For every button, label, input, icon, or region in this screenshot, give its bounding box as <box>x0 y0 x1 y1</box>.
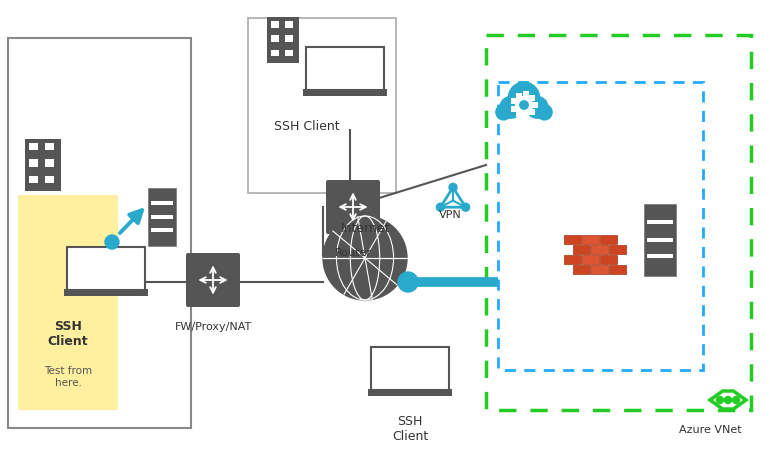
Bar <box>151 201 173 205</box>
Circle shape <box>527 96 548 118</box>
Text: Test from
here.: Test from here. <box>44 366 92 387</box>
Circle shape <box>461 203 470 211</box>
Text: SSH
Client: SSH Client <box>392 415 428 443</box>
Circle shape <box>105 235 119 249</box>
Bar <box>523 91 529 97</box>
Bar <box>285 50 293 56</box>
Circle shape <box>516 96 532 113</box>
Circle shape <box>537 105 552 120</box>
FancyBboxPatch shape <box>326 180 380 234</box>
Bar <box>148 188 176 246</box>
FancyBboxPatch shape <box>591 245 608 253</box>
Circle shape <box>323 216 407 300</box>
Circle shape <box>500 96 521 118</box>
FancyBboxPatch shape <box>609 264 626 274</box>
FancyBboxPatch shape <box>591 264 608 274</box>
Bar <box>647 238 673 242</box>
Text: FW/Proxy/NAT: FW/Proxy/NAT <box>174 322 252 332</box>
FancyBboxPatch shape <box>573 264 590 274</box>
Bar <box>28 176 38 183</box>
FancyBboxPatch shape <box>371 347 449 390</box>
FancyBboxPatch shape <box>609 245 626 253</box>
FancyBboxPatch shape <box>186 253 240 307</box>
Bar <box>647 254 673 258</box>
Bar <box>271 21 279 28</box>
Bar <box>28 159 38 167</box>
Bar <box>45 143 54 151</box>
Bar <box>486 35 751 410</box>
Bar <box>516 112 521 118</box>
Circle shape <box>520 101 528 109</box>
Circle shape <box>725 397 731 403</box>
FancyBboxPatch shape <box>67 247 145 290</box>
Circle shape <box>508 82 540 113</box>
Text: Router: Router <box>334 248 371 258</box>
Bar <box>45 176 54 183</box>
Bar <box>45 159 54 167</box>
FancyBboxPatch shape <box>582 235 599 244</box>
Bar <box>303 89 387 95</box>
Circle shape <box>716 397 723 403</box>
FancyBboxPatch shape <box>564 235 581 244</box>
Bar <box>248 18 396 193</box>
Bar <box>647 220 673 224</box>
Bar <box>8 38 191 428</box>
Text: SSH Client: SSH Client <box>274 120 340 133</box>
Circle shape <box>496 105 511 120</box>
Circle shape <box>398 272 418 292</box>
FancyBboxPatch shape <box>582 254 599 263</box>
Text: SSH
Client: SSH Client <box>48 320 89 348</box>
Bar <box>18 195 118 410</box>
Bar <box>25 139 61 191</box>
Bar <box>151 215 173 219</box>
Bar <box>511 98 517 104</box>
Bar <box>285 35 293 42</box>
Text: Azure VNet: Azure VNet <box>678 425 742 435</box>
Bar <box>511 106 517 112</box>
Circle shape <box>449 184 457 191</box>
Circle shape <box>437 203 444 211</box>
Bar <box>523 113 529 119</box>
FancyBboxPatch shape <box>564 254 581 263</box>
Bar <box>532 102 538 108</box>
Text: VPN: VPN <box>439 210 461 220</box>
Bar <box>271 50 279 56</box>
Bar <box>64 289 148 296</box>
FancyBboxPatch shape <box>600 235 617 244</box>
Bar <box>644 204 676 276</box>
Bar <box>28 143 38 151</box>
Bar <box>529 109 535 115</box>
Bar <box>151 228 173 232</box>
Bar <box>498 82 703 370</box>
FancyBboxPatch shape <box>573 245 590 253</box>
Bar <box>267 17 299 63</box>
Bar <box>368 388 452 396</box>
Bar <box>285 21 293 28</box>
FancyBboxPatch shape <box>600 254 617 263</box>
Text: Internet: Internet <box>340 222 390 235</box>
Bar <box>516 93 521 99</box>
FancyBboxPatch shape <box>306 47 384 90</box>
Bar <box>529 95 535 101</box>
Bar <box>271 35 279 42</box>
Circle shape <box>732 397 740 403</box>
